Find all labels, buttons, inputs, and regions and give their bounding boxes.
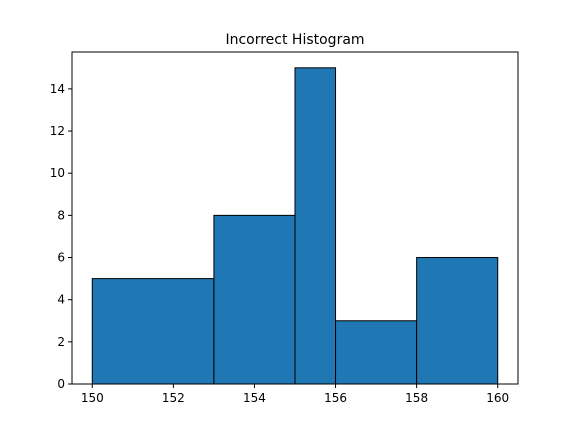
y-tick-label-1: 2	[57, 335, 65, 349]
x-tick-label-4: 158	[405, 391, 428, 405]
x-tick-label-0: 150	[81, 391, 104, 405]
histogram-bar-2	[294, 67, 337, 385]
x-tick-label-2: 154	[243, 391, 266, 405]
y-tick-label-3: 6	[57, 251, 65, 265]
y-tick-label-0: 0	[57, 377, 65, 391]
histogram-bar-4	[416, 257, 499, 385]
histogram-bar-1	[213, 214, 296, 385]
plot-frame	[71, 51, 519, 385]
ticks-layer: 150 152 154 156 158 160 0 2 4 6 8 10 12 14	[50, 82, 509, 405]
x-tick-label-1: 152	[162, 391, 185, 405]
bars-layer	[91, 67, 499, 385]
y-tick-label-6: 12	[50, 124, 65, 138]
y-tick-label-4: 8	[57, 208, 65, 222]
chart-title: Incorrect Histogram	[225, 32, 364, 48]
histogram-bar-0	[91, 278, 215, 385]
y-tick-label-7: 14	[50, 82, 65, 96]
y-tick-label-5: 10	[50, 166, 65, 180]
y-tick-label-2: 4	[57, 293, 65, 307]
histogram-bar-3	[335, 320, 418, 385]
x-tick-label-5: 160	[486, 391, 509, 405]
x-tick-label-3: 156	[324, 391, 347, 405]
